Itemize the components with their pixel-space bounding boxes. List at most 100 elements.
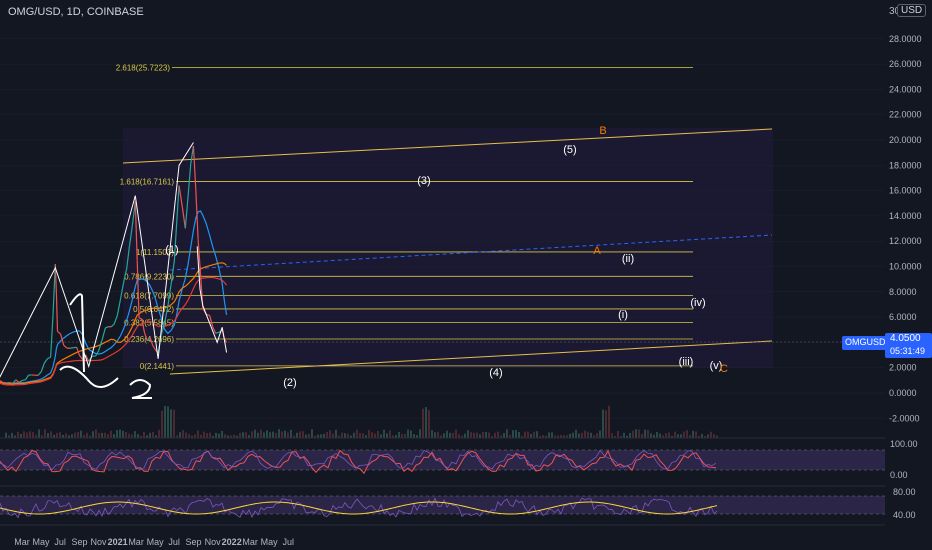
- wave-path-impulse: [196, 246, 228, 353]
- volume-bar: [206, 433, 208, 438]
- volume-bar: [53, 434, 55, 438]
- volume-bar: [185, 432, 187, 438]
- x-tick-label: Nov: [91, 537, 108, 547]
- price-axis[interactable]: 28.0000 26.0000 24.0000 22.0000 20.0000 18.00…: [889, 34, 922, 424]
- volume-bar: [443, 433, 445, 438]
- price-candle: [187, 164, 192, 198]
- volume-bar: [404, 433, 406, 438]
- price-candle: [116, 298, 122, 316]
- y-tick-label: 18.0000: [889, 160, 922, 170]
- volume-bar: [107, 434, 109, 438]
- volume-bar: [527, 431, 529, 438]
- volume-bar: [182, 430, 184, 438]
- price-candle: [178, 185, 183, 207]
- currency-button[interactable]: USD: [897, 4, 927, 17]
- volume-bar: [149, 432, 151, 438]
- price-candle: [18, 379, 23, 383]
- bar-countdown: 05:31:49: [890, 346, 926, 356]
- price-candle: [152, 344, 156, 351]
- price-candle: [173, 222, 178, 261]
- volume-bar: [17, 431, 19, 438]
- volume-bar: [539, 435, 541, 438]
- volume-bar: [323, 433, 325, 438]
- y-tick-label: 26.0000: [889, 59, 922, 69]
- x-tick-label: May: [33, 537, 51, 547]
- volume-bar: [614, 435, 616, 438]
- volume-bar: [14, 435, 16, 438]
- price-candle: [95, 349, 100, 357]
- volume-bar: [32, 432, 34, 438]
- volume-bar: [644, 429, 646, 438]
- volume-bar: [257, 432, 259, 438]
- price-series: [0, 145, 228, 384]
- x-tick-label: Sep: [71, 537, 87, 547]
- volume-bar: [74, 432, 76, 438]
- volume-bar: [542, 435, 544, 438]
- volume-bar: [290, 429, 292, 438]
- fib-label: 0(2.1441): [140, 362, 175, 371]
- fib-label: 0.5(6.6472): [133, 305, 174, 314]
- volume-bar: [287, 432, 289, 438]
- volume-bar: [701, 433, 703, 438]
- volume-bar: [281, 431, 283, 438]
- volume-bar: [449, 432, 451, 438]
- volume-bar: [335, 429, 337, 438]
- volume-bar: [83, 435, 85, 438]
- volume-bar: [59, 432, 61, 438]
- time-axis[interactable]: Mar May Jul Sep Nov 2021 Mar May Jul Sep Nov 2022 Ma…: [14, 537, 294, 547]
- volume-bar: [503, 432, 505, 438]
- price-candle: [212, 326, 217, 334]
- wave-label: (2): [283, 377, 296, 389]
- x-tick-label: 2022: [222, 537, 242, 547]
- volume-bar: [533, 431, 535, 438]
- volume-bar: [272, 431, 274, 438]
- volume-bar: [260, 429, 262, 438]
- x-tick-label: 2021: [108, 537, 128, 547]
- volume-bar: [704, 435, 706, 438]
- volume-bar: [638, 429, 640, 438]
- volume-bar: [422, 408, 424, 438]
- volume-bar: [509, 434, 511, 438]
- handwritten-one-mark: [59, 293, 119, 388]
- volume-bar: [458, 434, 460, 438]
- volume-bar: [371, 432, 373, 438]
- volume-bar: [80, 430, 82, 438]
- price-candle: [12, 379, 17, 384]
- volume-bar: [170, 409, 172, 438]
- volume-bar: [359, 433, 361, 438]
- volume-bar: [242, 432, 244, 438]
- volume-bar: [44, 429, 46, 438]
- volume-bar: [65, 433, 67, 438]
- volume-bar: [164, 406, 166, 438]
- x-tick-label: Mar: [128, 537, 144, 547]
- volume-bar: [695, 431, 697, 438]
- volume-bar: [440, 435, 442, 438]
- symbol-header[interactable]: OMG/USD, 1D, COINBASE: [8, 6, 144, 18]
- volume-bar: [362, 433, 364, 438]
- volume-bar: [305, 434, 307, 438]
- volume-bar: [62, 434, 64, 438]
- volume-bar: [296, 432, 298, 438]
- price-candle: [15, 379, 20, 383]
- volume-bar: [551, 432, 553, 438]
- volume-bar: [332, 433, 334, 438]
- price-candle: [128, 225, 134, 246]
- volume-bar: [299, 431, 301, 438]
- channel-shading: [123, 128, 773, 368]
- fib-label: 0.236(4.2696): [124, 335, 174, 344]
- volume-bar: [251, 431, 253, 438]
- volume-bar: [158, 429, 160, 438]
- stoch-d-series: [0, 501, 718, 515]
- y-tick-label: 0.0000: [889, 388, 917, 398]
- y-tick-label: 8.0000: [889, 287, 917, 297]
- price-candle: [43, 358, 48, 364]
- volume-bar: [77, 431, 79, 438]
- x-tick-label: Mar: [242, 537, 258, 547]
- volume-bar: [56, 432, 58, 438]
- price-candle: [73, 346, 77, 349]
- volume-bar: [134, 431, 136, 438]
- volume-bar: [41, 435, 43, 438]
- volume-bar: [191, 435, 193, 438]
- volume-bar: [713, 434, 715, 438]
